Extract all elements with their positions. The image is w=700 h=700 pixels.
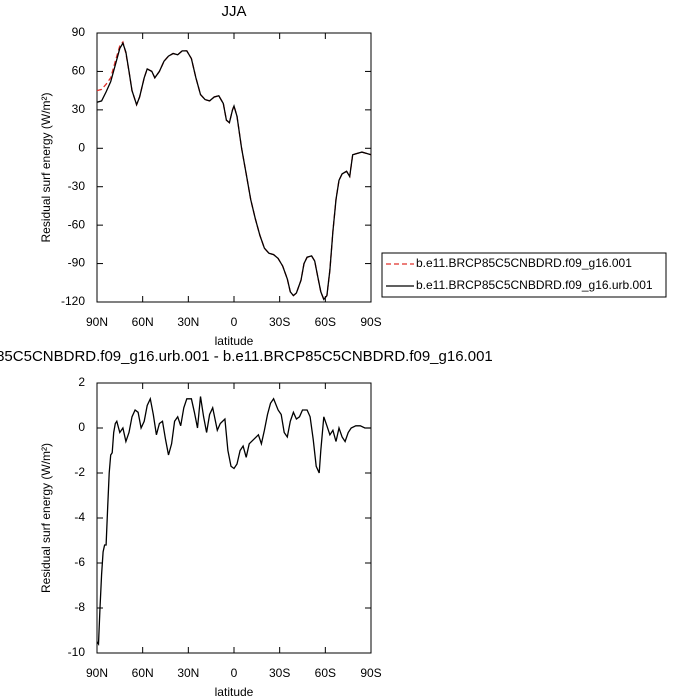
data-line xyxy=(96,41,372,301)
x-tick-label: 90S xyxy=(360,666,381,680)
y-tick-label: -6 xyxy=(74,555,85,569)
x-tick-label: 30S xyxy=(269,315,290,329)
y-tick-label: 60 xyxy=(72,64,86,78)
y-tick-label: -30 xyxy=(68,179,86,193)
chart-title: JJA xyxy=(221,3,246,20)
y-tick-label: 30 xyxy=(72,102,86,116)
y-tick-label: -60 xyxy=(68,217,86,231)
y-tick-label: -90 xyxy=(68,256,86,270)
x-tick-label: 60S xyxy=(315,666,336,680)
x-tick-label: 90N xyxy=(86,315,108,329)
chart-title: CP85C5CNBDRD.f09_g16.urb.001 - b.e11.BRC… xyxy=(0,348,493,365)
x-axis-label: latitude xyxy=(215,685,254,699)
data-line xyxy=(96,396,371,646)
legend-label: b.e11.BRCP85C5CNBDRD.f09_g16.001 xyxy=(416,256,632,270)
legend-label: b.e11.BRCP85C5CNBDRD.f09_g16.urb.001 xyxy=(416,278,653,292)
y-tick-label: -8 xyxy=(74,600,85,614)
plot-frame xyxy=(96,382,372,654)
y-tick-label: -2 xyxy=(74,465,85,479)
data-line xyxy=(96,40,372,301)
y-tick-label: -120 xyxy=(61,294,85,308)
y-tick-label: -10 xyxy=(68,645,86,659)
x-axis-label: latitude xyxy=(215,334,254,348)
x-tick-label: 0 xyxy=(231,315,238,329)
y-tick-label: 0 xyxy=(78,420,85,434)
x-tick-label: 90S xyxy=(360,315,381,329)
y-tick-label: 90 xyxy=(72,25,86,39)
legend-box xyxy=(381,252,667,298)
y-tick-label: -4 xyxy=(74,510,85,524)
x-tick-label: 60N xyxy=(132,315,154,329)
x-tick-label: 60S xyxy=(315,315,336,329)
y-axis-label: Residual surf energy (W/m²) xyxy=(39,92,53,242)
x-tick-label: 90N xyxy=(86,666,108,680)
x-tick-label: 0 xyxy=(231,666,238,680)
y-axis-label: Residual surf energy (W/m²) xyxy=(39,443,53,593)
x-tick-label: 60N xyxy=(132,666,154,680)
y-tick-label: 2 xyxy=(78,375,85,389)
x-tick-label: 30N xyxy=(177,666,199,680)
x-tick-label: 30N xyxy=(177,315,199,329)
x-tick-label: 30S xyxy=(269,666,290,680)
y-tick-label: 0 xyxy=(78,140,85,154)
